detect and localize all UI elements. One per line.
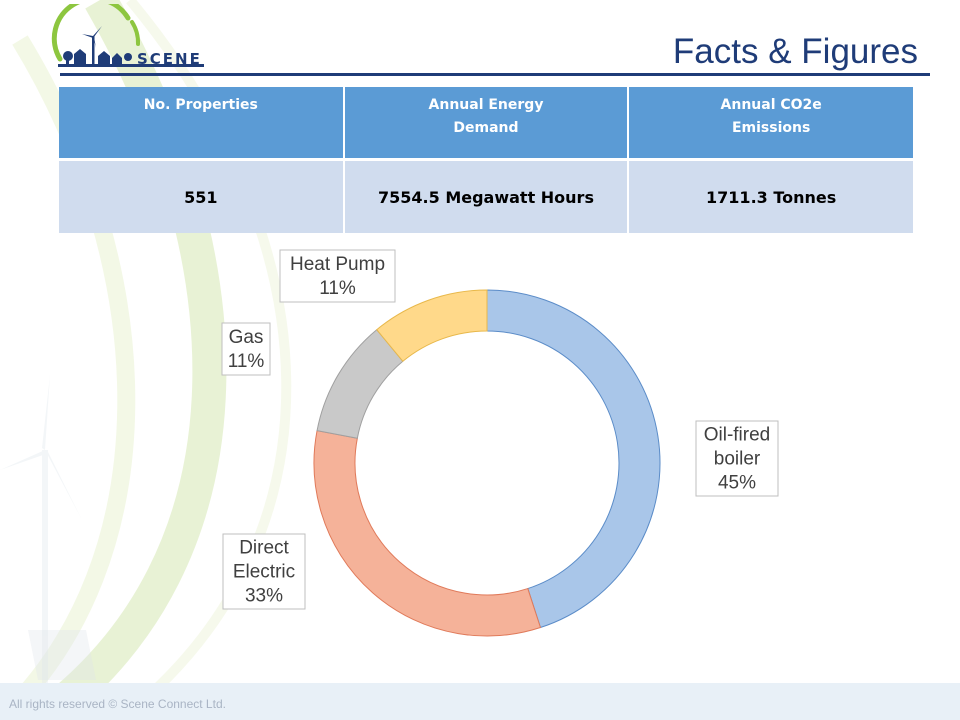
cell-energy-demand: 7554.5 Megawatt Hours [343,159,630,233]
header-line: No. Properties [143,97,258,113]
title-underline [60,73,930,76]
data-label-box [279,249,396,303]
data-label-value: 33% [245,586,283,607]
header-cell: No. Properties [59,87,345,161]
slice-heat-pump [376,289,488,362]
header-line: Emissions [731,120,811,136]
data-label-name: Direct [239,538,289,559]
slice-oil-fired-boiler [486,289,661,629]
header-line: Demand [453,120,519,136]
header-line: Annual CO2e [720,97,822,113]
data-label-direct-electric: Direct Electric 33% [222,533,306,610]
logo-emblem [51,0,204,67]
footer-copyright: All rights reserved © Scene Connect Ltd. [9,697,226,711]
data-label-value: 45% [718,473,756,494]
data-label-name: Electric [233,562,295,583]
data-label-box [222,533,306,610]
data-label-box [695,420,779,497]
facts-table: No. Properties Annual Energy Demand Annu… [59,87,913,233]
data-label-box [221,322,271,376]
windmill-silhouette [0,375,82,690]
footer-band [0,683,960,720]
cell-properties: 551 [59,159,345,233]
data-label-heat-pump: Heat Pump 11% [279,249,396,303]
data-label-name: boiler [714,449,761,470]
logo-text: SCENE [137,50,202,68]
header-cell: Annual CO2e Emissions [628,87,913,161]
scene-logo: SCENE [50,0,210,74]
header-cell: Annual Energy Demand [343,87,630,161]
table-row: 551 7554.5 Megawatt Hours 1711.3 Tonnes [59,159,913,233]
data-label-oil-fired-boiler: Oil-fired boiler 45% [695,420,779,497]
slice-direct-electric [313,429,542,637]
data-label-name: Oil-fired [704,425,771,446]
data-label-value: 11% [228,351,265,372]
data-label-value: 11% [319,278,356,299]
data-label-gas: Gas 11% [221,322,271,376]
page-title: Facts & Figures [672,32,918,71]
header-line: Annual Energy [428,97,544,113]
cell-emissions: 1711.3 Tonnes [628,159,913,233]
data-label-name: Heat Pump [290,254,385,275]
solar-panel-silhouette [28,630,96,680]
data-label-name: Gas [229,327,264,348]
